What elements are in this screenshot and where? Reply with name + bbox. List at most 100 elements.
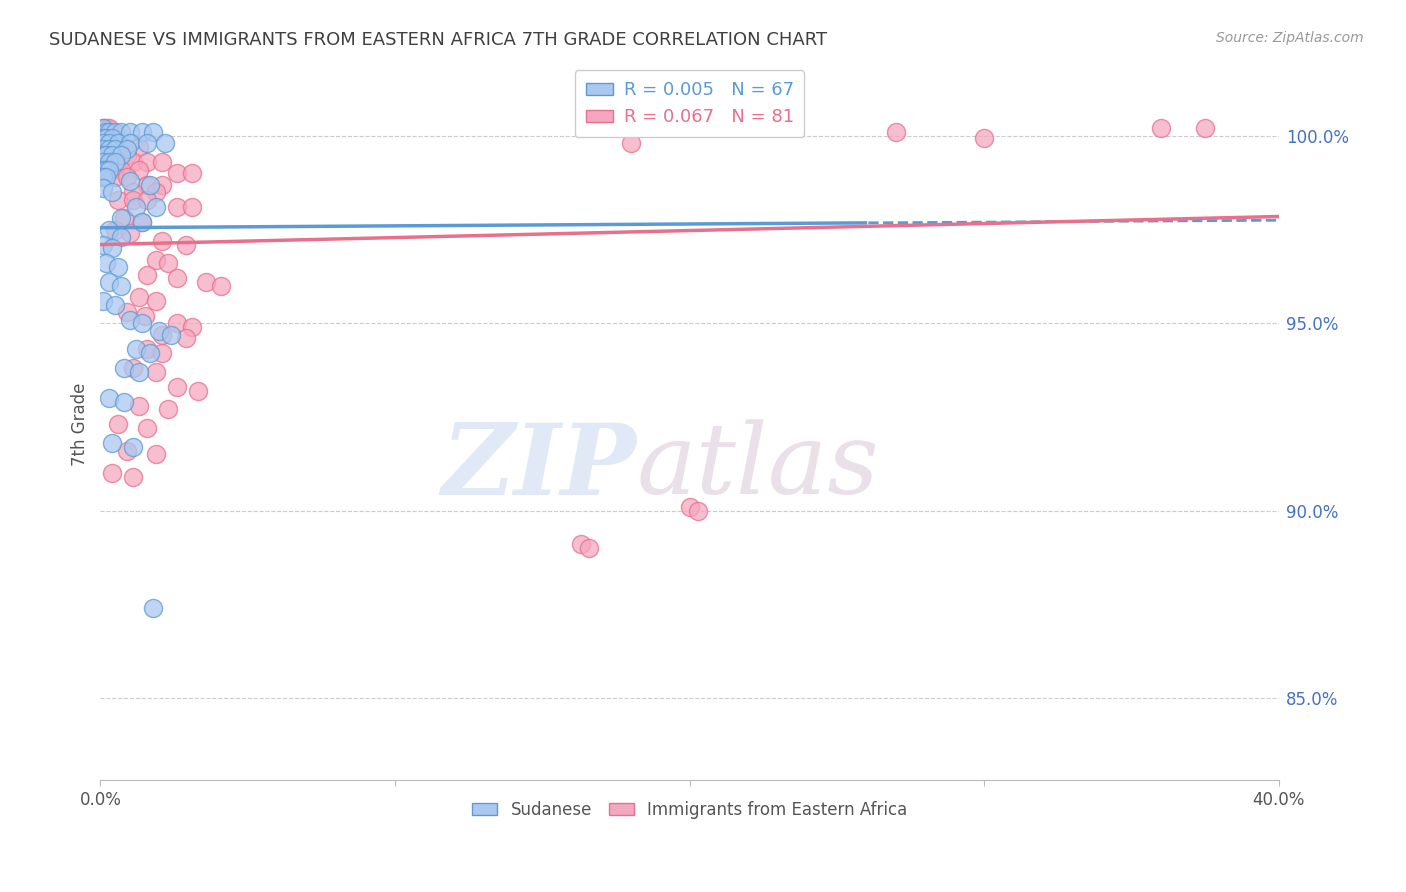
Point [96, 125, 118, 139]
Point [91, 170, 114, 185]
Point [101, 131, 124, 145]
Point [166, 271, 188, 285]
Point [145, 252, 167, 267]
Point [98, 162, 121, 177]
Point [107, 136, 129, 151]
Point [104, 147, 127, 161]
Point [142, 125, 165, 139]
Point [96, 131, 118, 145]
Point [98, 125, 121, 139]
Point [145, 293, 167, 308]
Point [110, 147, 132, 161]
Point [112, 395, 135, 409]
Point [209, 278, 232, 293]
Point [91, 147, 114, 161]
Point [107, 193, 129, 207]
Point [98, 136, 121, 151]
Point [110, 278, 132, 293]
Point [115, 147, 138, 161]
Point [101, 241, 124, 255]
Point [110, 125, 132, 139]
Point [115, 170, 138, 185]
Point [131, 316, 153, 330]
Point [157, 256, 180, 270]
Point [91, 136, 114, 151]
Point [110, 162, 132, 177]
Point [98, 222, 121, 236]
Point [578, 541, 600, 555]
Point [136, 178, 159, 192]
Point [118, 227, 141, 241]
Point [145, 447, 167, 461]
Point [96, 256, 118, 270]
Text: Source: ZipAtlas.com: Source: ZipAtlas.com [1216, 31, 1364, 45]
Point [121, 193, 143, 207]
Point [136, 193, 159, 207]
Point [150, 327, 173, 342]
Point [107, 260, 129, 274]
Point [98, 391, 121, 405]
Point [128, 399, 150, 413]
Point [91, 121, 114, 136]
Point [142, 601, 165, 615]
Point [180, 320, 202, 334]
Point [91, 293, 114, 308]
Point [96, 162, 118, 177]
Point [153, 136, 176, 151]
Point [128, 365, 150, 379]
Point [131, 215, 153, 229]
Point [160, 327, 183, 342]
Point [180, 200, 202, 214]
Point [115, 305, 138, 319]
Point [98, 142, 121, 156]
Point [688, 503, 710, 517]
Point [91, 170, 114, 185]
Point [118, 312, 141, 326]
Point [139, 178, 162, 192]
Point [91, 142, 114, 156]
Point [110, 211, 132, 226]
Point [96, 121, 118, 136]
Legend: Sudanese, Immigrants from Eastern Africa: Sudanese, Immigrants from Eastern Africa [465, 794, 914, 825]
Point [91, 147, 114, 161]
Point [96, 170, 118, 185]
Point [91, 121, 114, 136]
Point [91, 162, 114, 177]
Point [136, 136, 159, 151]
Point [1150, 121, 1173, 136]
Point [101, 436, 124, 450]
Point [884, 125, 907, 139]
Point [91, 131, 114, 145]
Y-axis label: 7th Grade: 7th Grade [72, 383, 89, 467]
Point [91, 237, 114, 252]
Point [107, 128, 129, 143]
Point [678, 500, 700, 514]
Point [121, 440, 143, 454]
Point [145, 200, 167, 214]
Point [101, 466, 124, 480]
Point [98, 162, 121, 177]
Point [1194, 121, 1216, 136]
Point [195, 275, 218, 289]
Point [118, 136, 141, 151]
Point [91, 181, 114, 195]
Point [136, 421, 159, 435]
Point [104, 125, 127, 139]
Text: ZIP: ZIP [441, 419, 637, 516]
Point [101, 140, 124, 154]
Point [136, 268, 159, 282]
Point [136, 343, 159, 357]
Point [104, 155, 127, 169]
Point [620, 136, 643, 151]
Point [125, 200, 148, 214]
Point [98, 155, 121, 169]
Point [107, 155, 129, 169]
Point [139, 346, 162, 360]
Point [112, 211, 135, 226]
Point [104, 222, 127, 236]
Point [145, 365, 167, 379]
Point [150, 178, 173, 192]
Point [150, 155, 173, 169]
Point [101, 147, 124, 161]
Point [157, 402, 180, 417]
